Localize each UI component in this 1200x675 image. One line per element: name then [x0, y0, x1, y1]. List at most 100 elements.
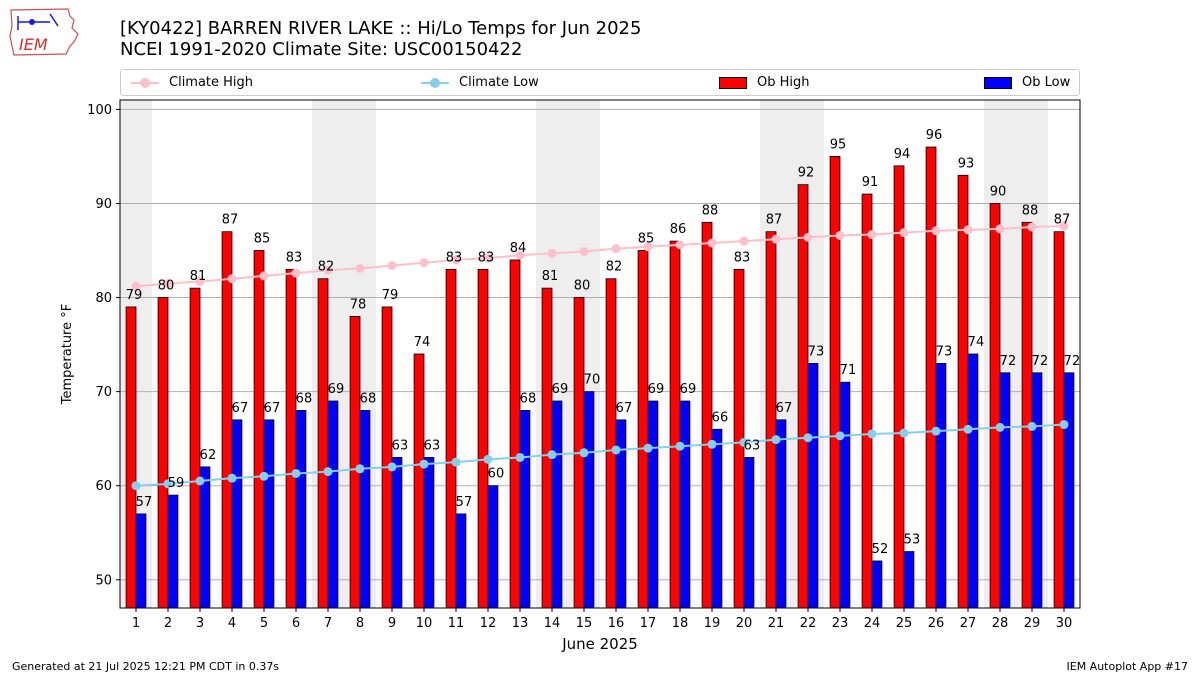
- climate-low-point: [131, 481, 141, 491]
- ob-high-label: 83: [446, 250, 463, 265]
- ob-low-bar: [743, 457, 755, 609]
- ob-high-label: 83: [478, 250, 495, 265]
- ob-high-bar: [541, 287, 553, 609]
- x-tick-label-21: 21: [768, 616, 785, 631]
- climate-low-point: [515, 452, 525, 462]
- ob-low-label: 69: [328, 382, 345, 397]
- climate-low-point: [1059, 420, 1069, 430]
- ob-high-bar: [413, 353, 425, 609]
- y-tick-label-90: 90: [95, 197, 112, 212]
- ob-high-label: 88: [702, 203, 719, 218]
- chart-title: [KY0422] BARREN RIVER LAKE :: Hi/Lo Temp…: [120, 18, 641, 60]
- climate-high-marker-icon: [131, 77, 159, 88]
- climate-low-point: [227, 473, 237, 483]
- ob-high-bar: [989, 203, 1001, 609]
- climate-high-point: [739, 236, 749, 246]
- ob-low-bar: [199, 466, 211, 609]
- ob-high-bar: [477, 268, 489, 609]
- y-tick-label-70: 70: [95, 385, 112, 400]
- climate-high-point: [675, 240, 685, 250]
- x-tick-label-19: 19: [704, 616, 721, 631]
- ob-low-label: 69: [648, 382, 665, 397]
- x-tick-label-25: 25: [896, 616, 913, 631]
- ob-low-label: 73: [808, 344, 825, 359]
- climate-low-point: [611, 445, 621, 455]
- climate-high-point: [803, 232, 813, 242]
- x-tick-label-20: 20: [736, 616, 753, 631]
- ob-high-bar: [285, 268, 297, 609]
- ob-low-label: 70: [584, 373, 601, 388]
- x-tick-label-8: 8: [356, 616, 364, 631]
- climate-low-point: [867, 429, 877, 439]
- ob-high-bar: [317, 278, 329, 609]
- ob-low-label: 53: [904, 533, 921, 548]
- ob-high-label: 87: [766, 213, 783, 228]
- climate-high-point: [131, 281, 141, 291]
- climate-high-point: [707, 238, 717, 248]
- x-tick-label-6: 6: [292, 616, 300, 631]
- y-tick-label-50: 50: [95, 573, 112, 588]
- title-line-1: [KY0422] BARREN RIVER LAKE :: Hi/Lo Temp…: [120, 18, 642, 39]
- y-axis-label: Temperature °F: [60, 304, 75, 405]
- ob-high-label: 79: [382, 288, 399, 303]
- ob-low-label: 62: [200, 448, 217, 463]
- ob-low-label: 63: [424, 438, 441, 453]
- climate-lines: [131, 221, 1069, 491]
- ob-low-label: 67: [264, 401, 281, 416]
- ob-low-label: 69: [552, 382, 569, 397]
- x-tick-label-13: 13: [512, 616, 529, 631]
- x-tick-label-11: 11: [448, 616, 465, 631]
- climate-low-point: [675, 441, 685, 451]
- ob-high-label: 96: [926, 128, 943, 143]
- climate-high-point: [643, 242, 653, 252]
- title-line-2: NCEI 1991-2020 Climate Site: USC00150422: [120, 39, 523, 60]
- ob-high-label: 94: [894, 147, 911, 162]
- ob-low-bar: [263, 419, 275, 609]
- x-tick-label-1: 1: [132, 616, 140, 631]
- climate-high-point: [579, 246, 589, 256]
- x-tick-label-28: 28: [992, 616, 1009, 631]
- data-labels: 79 80 81 87 85 83 82 78 79 74 83 83 84 81 80 82 85 86 88 83…: [126, 128, 1080, 557]
- ob-high-bar: [637, 250, 649, 609]
- ob-low-label: 67: [616, 401, 633, 416]
- legend-ob-low-label: Ob Low: [1022, 75, 1071, 90]
- legend-climate-high: Climate High: [131, 70, 253, 95]
- ob-low-bar: [551, 400, 563, 609]
- climate-low-point: [451, 457, 461, 467]
- climate-low-point: [419, 459, 429, 469]
- ob-high-label: 81: [190, 269, 207, 284]
- x-tick-label-29: 29: [1024, 616, 1041, 631]
- ob-high-label: 80: [158, 279, 175, 294]
- climate-low-marker-icon: [421, 77, 449, 88]
- climate-low-point: [355, 464, 365, 474]
- ob-high-label: 87: [222, 213, 239, 228]
- ob-high-bar: [509, 259, 521, 609]
- ob-low-bar: [711, 428, 723, 609]
- ob-low-label: 52: [872, 542, 889, 557]
- ob-low-label: 59: [168, 476, 185, 491]
- legend-climate-high-label: Climate High: [169, 75, 254, 90]
- climate-high-line: [135, 225, 1065, 288]
- ob-high-bar: [765, 231, 777, 609]
- ob-low-label: 72: [1064, 354, 1081, 369]
- x-tick-label-12: 12: [480, 616, 497, 631]
- ob-high-bar: [797, 184, 809, 609]
- ob-low-bar: [167, 494, 179, 609]
- ob-high-bar: [957, 174, 969, 609]
- ob-high-bar: [701, 221, 713, 609]
- climate-high-point: [963, 225, 973, 235]
- ob-low-label: 72: [1000, 354, 1017, 369]
- ob-low-label: 71: [840, 363, 857, 378]
- ob-high-bar: [829, 156, 841, 609]
- climate-low-point: [547, 450, 557, 460]
- ob-high-bar: [669, 240, 681, 609]
- ob-low-label: 63: [392, 438, 409, 453]
- legend-climate-low: Climate Low: [421, 70, 539, 95]
- ob-low-bar: [231, 419, 243, 609]
- ob-low-bar: [455, 513, 467, 609]
- x-tick-label-17: 17: [640, 616, 657, 631]
- climate-high-point: [259, 271, 269, 281]
- ob-high-label: 87: [1054, 213, 1071, 228]
- climate-high-point: [355, 263, 365, 273]
- x-tick-label-10: 10: [416, 616, 433, 631]
